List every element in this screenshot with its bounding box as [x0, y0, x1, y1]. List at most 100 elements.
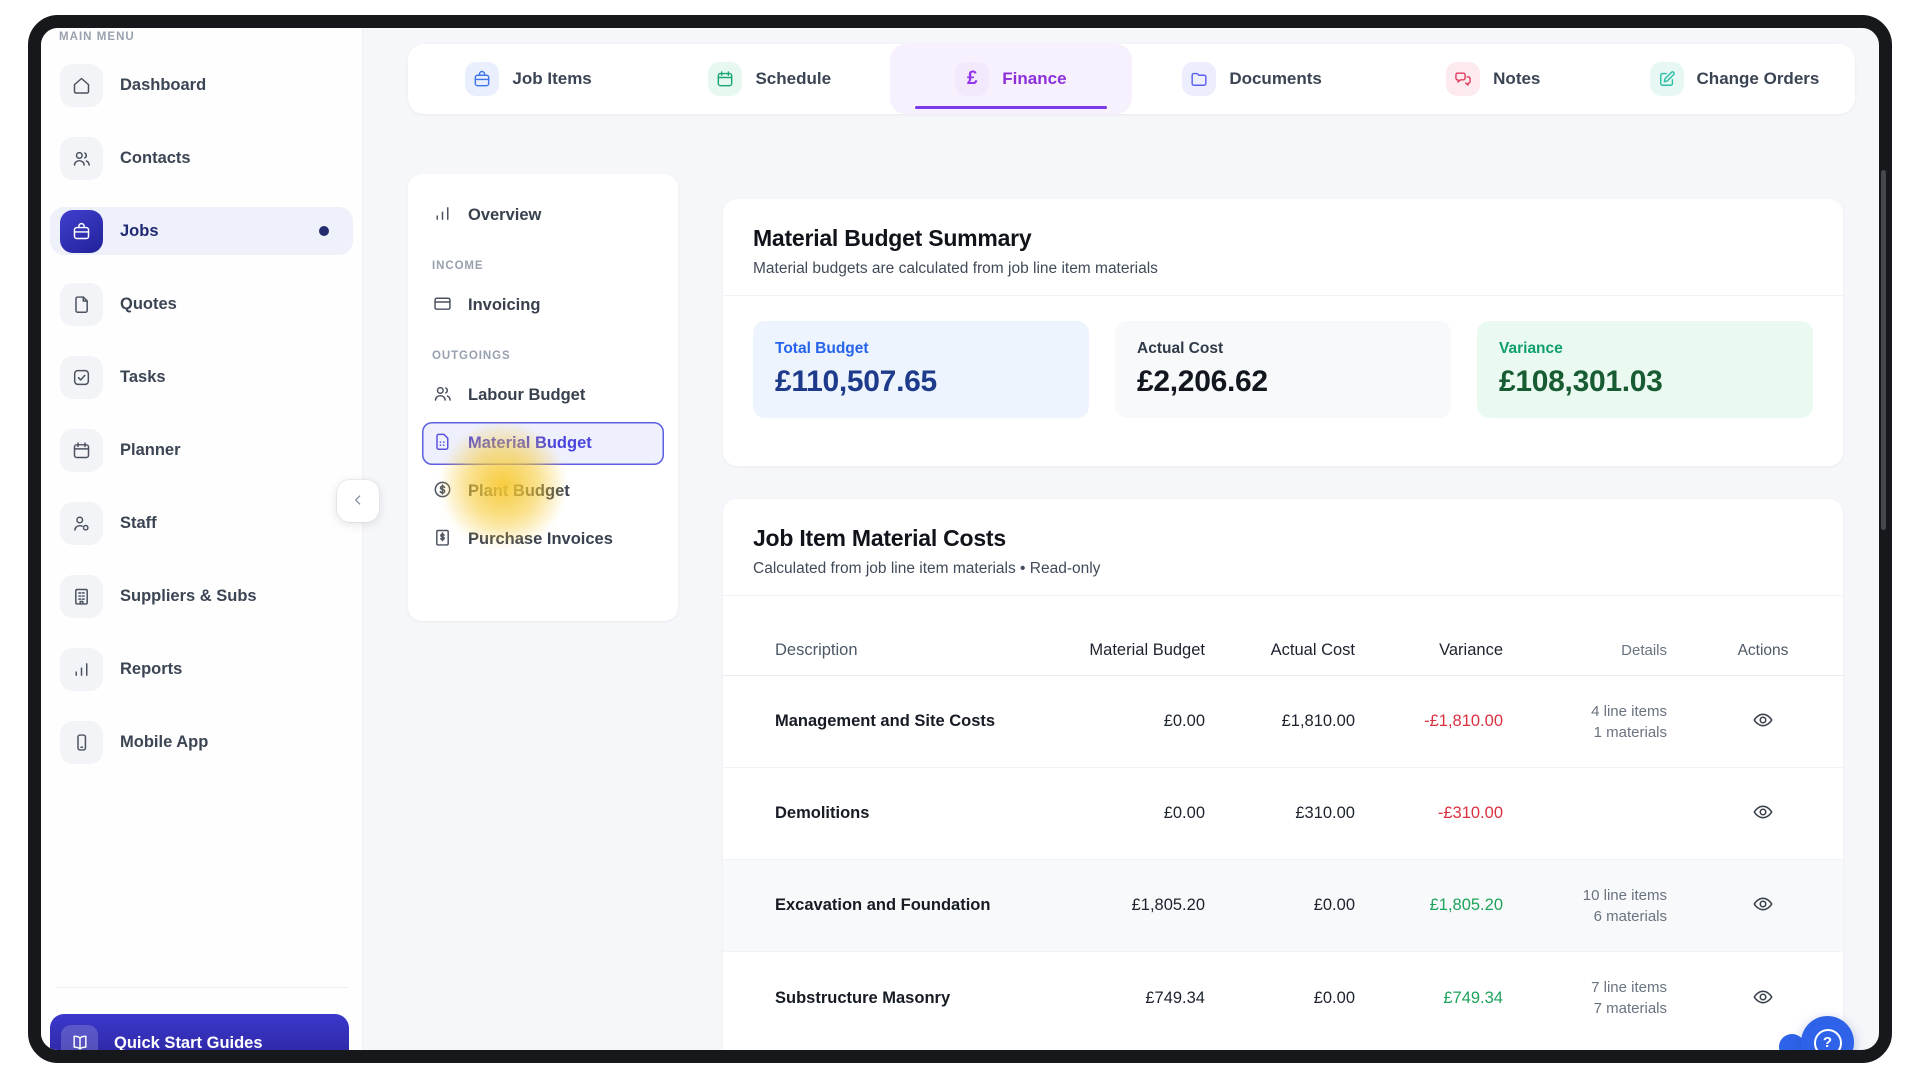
details-line-items: 10 line items — [1582, 886, 1667, 904]
subnav-item-labour-budget[interactable]: Labour Budget — [422, 374, 664, 417]
row-variance: £1,805.20 — [1429, 896, 1503, 914]
main-menu: Dashboard Contacts Jobs Quotes — [50, 61, 353, 766]
stat-label: Actual Cost — [1137, 340, 1224, 357]
document-icon — [60, 282, 103, 326]
sidebar-item-suppliers[interactable]: Suppliers & Subs — [50, 572, 353, 620]
view-details-button[interactable] — [1745, 980, 1781, 1016]
subnav-section-outgoings: OUTGOINGS — [432, 350, 511, 362]
sidebar-collapse-button[interactable] — [337, 480, 379, 522]
column-header-details: Details — [1621, 642, 1667, 659]
eye-icon — [1752, 986, 1774, 1011]
view-details-button[interactable] — [1745, 796, 1781, 832]
row-description: Substructure Masonry — [775, 988, 951, 1007]
costs-subtitle: Calculated from job line item materials … — [753, 560, 1101, 577]
subnav-item-label: Purchase Invoices — [468, 530, 613, 548]
subnav-item-material-budget[interactable]: Material Budget — [422, 422, 664, 465]
table-header-row: Description Material Budget Actual Cost … — [723, 626, 1843, 676]
tab-label: Change Orders — [1696, 69, 1820, 88]
row-details: 4 line items 1 materials — [1503, 701, 1709, 743]
column-header-actual-cost: Actual Cost — [1270, 641, 1355, 659]
tab-change-orders[interactable]: Change Orders — [1614, 44, 1855, 114]
sidebar-item-dashboard[interactable]: Dashboard — [50, 61, 353, 109]
summary-title: Material Budget Summary — [753, 225, 1032, 251]
tab-job-items[interactable]: Job Items — [408, 44, 649, 114]
check-square-icon — [60, 355, 103, 399]
bar-chart-icon — [432, 203, 453, 229]
stat-value: £110,507.65 — [775, 365, 937, 398]
bar-chart-icon — [60, 647, 103, 691]
tab-finance[interactable]: £ Finance — [890, 44, 1132, 114]
details-line-items: 4 line items — [1591, 702, 1667, 720]
summary-stats: Total Budget £110,507.65 Actual Cost £2,… — [723, 296, 1843, 443]
eye-icon — [1752, 893, 1774, 918]
job-tabbar: Job Items Schedule £ Finance Documents — [408, 44, 1855, 114]
sidebar-item-mobile-app[interactable]: Mobile App — [50, 718, 353, 766]
eye-icon — [1752, 709, 1774, 734]
table-row: Excavation and Foundation £1,805.20 £0.0… — [723, 860, 1843, 952]
main-sidebar: MAIN MENU Dashboard Contacts Jobs — [41, 28, 363, 1050]
tab-label: Job Items — [512, 69, 592, 88]
row-material-budget: £0.00 — [1163, 804, 1205, 822]
chat-bubbles-icon — [1446, 62, 1481, 96]
material-budget-summary-card: Material Budget Summary Material budgets… — [723, 199, 1843, 466]
subnav-item-invoicing[interactable]: Invoicing — [422, 284, 664, 327]
tab-schedule[interactable]: Schedule — [649, 44, 890, 114]
sidebar-item-label: Suppliers & Subs — [120, 586, 257, 605]
table-row: Demolitions £0.00 £310.00 -£310.00 — [723, 768, 1843, 860]
subnav-item-label: Labour Budget — [468, 386, 586, 404]
subnav-item-plant-budget[interactable]: Plant Budget — [422, 470, 664, 513]
row-description: Management and Site Costs — [775, 712, 996, 730]
row-actual-cost: £0.00 — [1313, 988, 1355, 1007]
row-details: 10 line items 6 materials — [1503, 885, 1709, 927]
row-details: 7 line items 7 materials — [1503, 977, 1709, 1019]
sidebar-item-tasks[interactable]: Tasks — [50, 353, 353, 401]
sidebar-item-label: Staff — [120, 513, 157, 532]
details-materials: 1 materials — [1593, 723, 1667, 741]
edit-square-icon — [1649, 62, 1684, 96]
table-row: Substructure Masonry £749.34 £0.00 £749.… — [723, 952, 1843, 1044]
row-material-budget: £0.00 — [1163, 712, 1205, 730]
view-details-button[interactable] — [1745, 704, 1781, 740]
sidebar-item-label: Planner — [120, 440, 181, 459]
tab-documents[interactable]: Documents — [1132, 44, 1373, 114]
subnav-section-income: INCOME — [432, 260, 484, 272]
summary-card-header: Material Budget Summary Material budgets… — [723, 199, 1843, 296]
row-description: Excavation and Foundation — [775, 896, 991, 914]
sidebar-item-label: Tasks — [120, 367, 166, 386]
summary-subtitle: Material budgets are calculated from job… — [753, 260, 1158, 277]
window-scrollbar-thumb[interactable] — [1881, 170, 1886, 530]
tab-label: Documents — [1229, 69, 1322, 88]
pound-icon: £ — [955, 62, 990, 96]
subnav-item-overview[interactable]: Overview — [422, 194, 664, 237]
view-details-button[interactable] — [1745, 888, 1781, 924]
tab-label: Schedule — [755, 69, 832, 88]
quick-start-guides-label: Quick Start Guides — [114, 1033, 263, 1052]
subnav-item-label: Plant Budget — [468, 482, 570, 500]
sidebar-item-jobs[interactable]: Jobs — [50, 207, 353, 255]
column-header-variance: Variance — [1439, 641, 1503, 659]
users-icon — [432, 383, 453, 409]
costs-title: Job Item Material Costs — [753, 525, 1006, 551]
app-window: MAIN MENU Dashboard Contacts Jobs — [28, 15, 1892, 1063]
sidebar-item-reports[interactable]: Reports — [50, 645, 353, 693]
dollar-circle-icon — [432, 479, 453, 505]
tab-notes[interactable]: Notes — [1373, 44, 1614, 114]
subnav-item-purchase-invoices[interactable]: Purchase Invoices — [422, 518, 664, 561]
sidebar-item-planner[interactable]: Planner — [50, 426, 353, 474]
row-variance: -£310.00 — [1437, 804, 1503, 822]
row-actual-cost: £0.00 — [1313, 896, 1355, 914]
table-body: Management and Site Costs £0.00 £1,810.0… — [723, 676, 1843, 1044]
sidebar-item-label: Jobs — [120, 221, 159, 240]
stat-label: Variance — [1499, 340, 1563, 357]
sidebar-section-label: MAIN MENU — [59, 31, 135, 43]
briefcase-icon — [60, 209, 103, 253]
briefcase-icon — [465, 62, 500, 96]
quick-start-guides-button[interactable]: Quick Start Guides — [50, 1014, 349, 1052]
sidebar-item-quotes[interactable]: Quotes — [50, 280, 353, 328]
sidebar-item-staff[interactable]: Staff — [50, 499, 353, 547]
sidebar-item-contacts[interactable]: Contacts — [50, 134, 353, 182]
stat-value: £2,206.62 — [1137, 365, 1268, 398]
help-button[interactable]: ? — [1801, 1016, 1854, 1050]
table-row: Management and Site Costs £0.00 £1,810.0… — [723, 676, 1843, 768]
row-material-budget: £749.34 — [1145, 988, 1205, 1007]
